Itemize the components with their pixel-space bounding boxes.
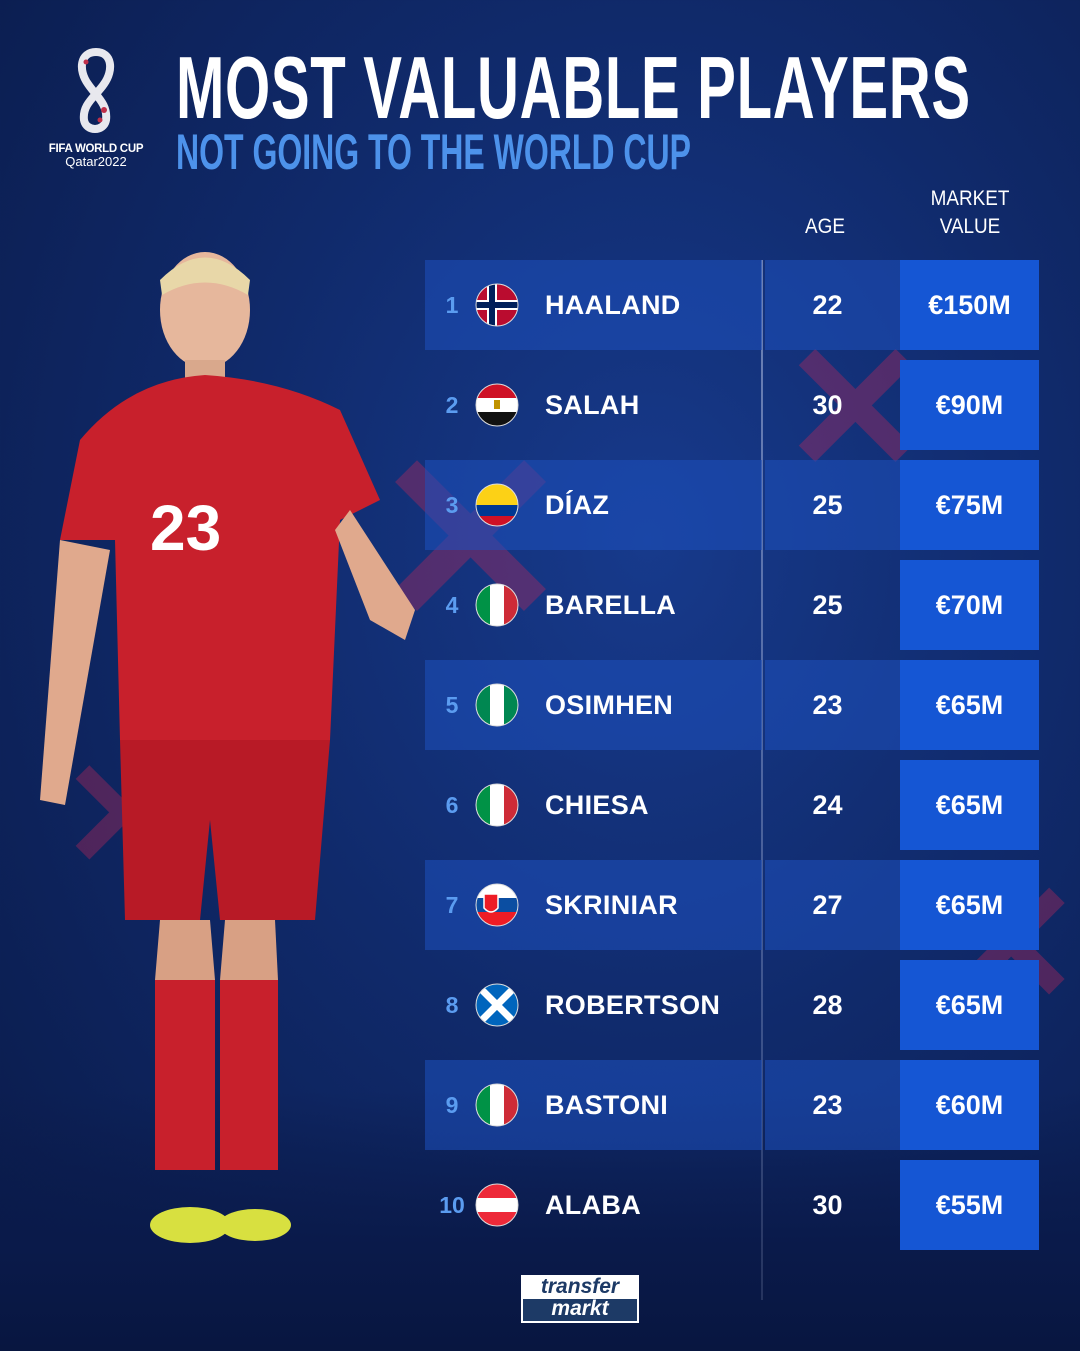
player-row: 9 BASTONI 23 €60M: [425, 1060, 1039, 1150]
market-value-header: MARKET VALUE: [916, 185, 1024, 241]
world-cup-logo: FIFA WORLD CUP Qatar2022: [44, 47, 148, 169]
player-age: 25: [812, 490, 843, 520]
player-name: DÍAZ: [545, 490, 610, 520]
player-row: 2 SALAH 30 €90M: [425, 360, 1039, 450]
brand-line1: transfer: [523, 1276, 637, 1299]
player-name: HAALAND: [545, 290, 681, 320]
player-age: 30: [812, 390, 843, 420]
transfermarkt-logo: transfer markt: [521, 1275, 639, 1323]
player-row: 5 OSIMHEN 23 €65M: [425, 660, 1039, 750]
player-rank: 7: [445, 892, 459, 918]
player-row: 1 HAALAND 22 €150M: [425, 260, 1039, 350]
player-age: 24: [812, 790, 843, 820]
player-age: 22: [812, 290, 843, 320]
logo-text-line2: Qatar2022: [65, 154, 127, 169]
player-rank: 6: [445, 792, 459, 818]
scotland-flag-icon: [475, 983, 519, 1027]
player-rank: 2: [445, 392, 459, 418]
player-rank: 4: [445, 592, 459, 618]
market-value-header-line2: VALUE: [939, 215, 1001, 238]
row-band: [765, 260, 900, 350]
player-photo: 23: [40, 252, 415, 1243]
market-value: €65M: [900, 960, 1039, 1050]
row-band: [765, 660, 900, 750]
player-name: BASTONI: [545, 1090, 669, 1120]
player-row: 3 DÍAZ 25 €75M: [425, 460, 1039, 550]
row-band: [765, 1060, 900, 1150]
player-name: SALAH: [545, 390, 640, 420]
age-header: AGE: [805, 215, 845, 238]
market-value: €60M: [900, 1060, 1039, 1150]
market-value: €65M: [900, 660, 1039, 750]
market-value: €150M: [900, 260, 1039, 350]
row-band: [765, 460, 900, 550]
colombia-flag-icon: [475, 483, 519, 527]
player-name: ROBERTSON: [545, 990, 721, 1020]
player-rank: 3: [445, 492, 459, 518]
player-row: 8 ROBERTSON 28 €65M: [425, 960, 1039, 1050]
player-age: 28: [812, 990, 843, 1020]
italy-flag-icon: [475, 583, 519, 627]
player-name: SKRINIAR: [545, 890, 678, 920]
nigeria-flag-icon: [475, 683, 519, 727]
player-name: ALABA: [545, 1190, 641, 1220]
market-value: €75M: [900, 460, 1039, 550]
player-rank: 10: [439, 1192, 465, 1218]
italy-flag-icon: [475, 783, 519, 827]
trophy-icon: [77, 47, 115, 133]
page-subtitle: NOT GOING TO THE WORLD CUP: [176, 124, 691, 180]
player-name: OSIMHEN: [545, 690, 674, 720]
player-rank: 5: [445, 692, 459, 718]
egypt-flag-icon: [475, 383, 519, 427]
player-name: CHIESA: [545, 790, 649, 820]
market-value: €90M: [900, 360, 1039, 450]
player-row: 6 CHIESA 24 €65M: [425, 760, 1039, 850]
market-value: €55M: [900, 1160, 1039, 1250]
italy-flag-icon: [475, 1083, 519, 1127]
player-rank: 1: [445, 292, 459, 318]
player-age: 23: [812, 1090, 843, 1120]
player-row: 10 ALABA 30 €55M: [425, 1160, 1039, 1250]
market-value-header-line1: MARKET: [930, 187, 1010, 210]
column-divider: [761, 260, 763, 1300]
player-row: 7 SKRINIAR 27 €65M: [425, 860, 1039, 950]
brand-line2: markt: [551, 1297, 609, 1320]
market-value: €70M: [900, 560, 1039, 650]
player-rank: 8: [445, 992, 459, 1018]
player-age: 30: [812, 1190, 843, 1220]
row-band: [765, 860, 900, 950]
player-row: 4 BARELLA 25 €70M: [425, 560, 1039, 650]
slovakia-flag-icon: [475, 883, 519, 927]
player-age: 25: [812, 590, 843, 620]
player-rank: 9: [445, 1092, 459, 1118]
market-value: €65M: [900, 860, 1039, 950]
page-title: MOST VALUABLE PLAYERS: [176, 38, 971, 137]
norway-flag-icon: [475, 283, 519, 327]
austria-flag-icon: [475, 1183, 519, 1227]
shirt-number: 23: [150, 492, 221, 564]
player-age: 27: [812, 890, 843, 920]
logo-text-line1: FIFA WORLD CUP: [48, 143, 144, 155]
market-value: €65M: [900, 760, 1039, 850]
player-name: BARELLA: [545, 590, 677, 620]
player-age: 23: [812, 690, 843, 720]
